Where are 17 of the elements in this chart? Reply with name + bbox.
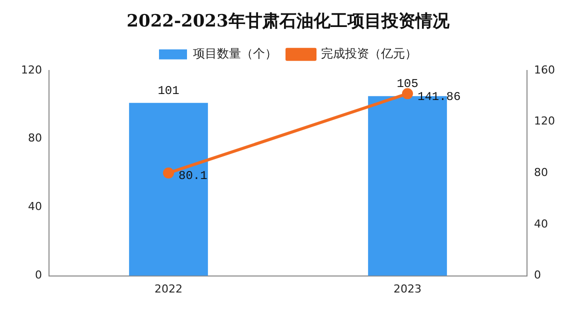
y-tick-label: 120 bbox=[20, 63, 42, 76]
y2-tick-label: 80 bbox=[534, 166, 548, 179]
x-tick-label: 2023 bbox=[394, 282, 422, 296]
data-label: 105 bbox=[396, 77, 418, 92]
y2-tick-label: 120 bbox=[534, 114, 556, 128]
legend-label: 完成投资（亿元） bbox=[321, 46, 417, 61]
legend-label: 项目数量（个） bbox=[193, 46, 277, 61]
y-tick-label: 40 bbox=[28, 200, 42, 214]
chart-title: 2022-2023年甘肃石油化工项目投资情况 bbox=[126, 12, 450, 32]
y2-tick-label: 40 bbox=[534, 217, 548, 230]
y-tick-label: 80 bbox=[28, 132, 42, 145]
y2-tick-label: 160 bbox=[534, 63, 556, 76]
y-tick-label: 0 bbox=[34, 268, 42, 282]
data-label: 80.1 bbox=[178, 169, 208, 184]
x-tick-label: 2022 bbox=[154, 282, 182, 296]
y2-tick-label: 0 bbox=[534, 268, 542, 282]
data-label: 101 bbox=[158, 84, 180, 98]
